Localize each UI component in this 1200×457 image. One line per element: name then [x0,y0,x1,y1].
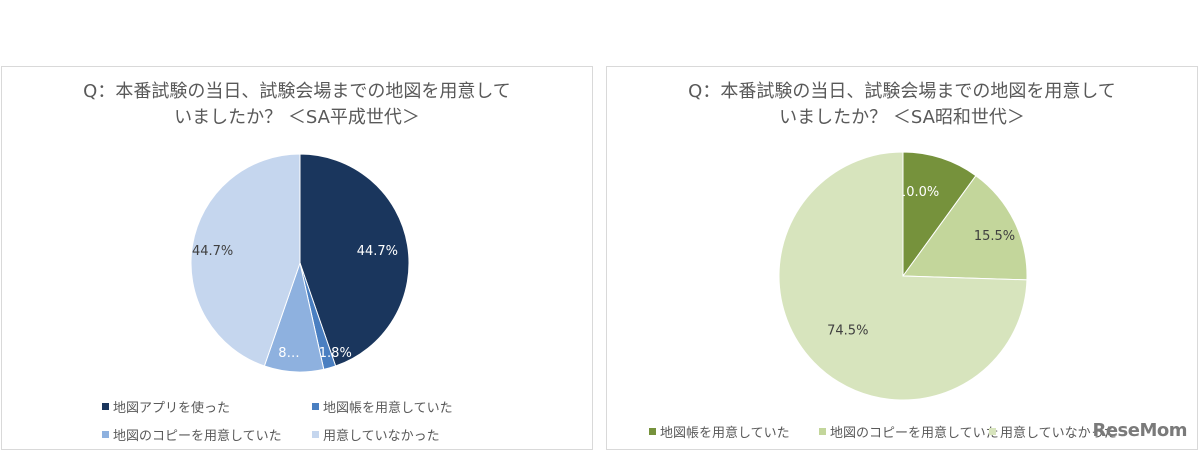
legend-swatch [102,431,109,438]
chart-title-line-2: いましたか？ ＜SA昭和世代＞ [779,107,1025,128]
legend-label: 地図帳を用意していた [323,401,453,416]
data-label: 74.5% [827,324,868,339]
data-label: 8… [278,346,299,361]
chart-title-line-1: Q：本番試験の当日、試験会場までの地図を用意して [688,81,1116,102]
chart-panel-heisei: Q：本番試験の当日、試験会場までの地図を用意して いましたか？ ＜SA平成世代＞… [1,66,593,450]
legend-label: 地図のコピーを用意していた [830,426,999,441]
legend-label: 地図帳を用意していた [660,426,790,441]
legend-item: 地図のコピーを用意していた [819,422,999,441]
data-label: 10.0% [898,185,939,200]
legend-item: 地図のコピーを用意していた [102,425,282,444]
pie-chart-heisei: 44.7% 1.8% 8… 44.7% [190,153,410,373]
legend-swatch [312,431,319,438]
data-label: 44.7% [192,244,233,259]
legend-swatch [819,428,826,435]
pie-slice [778,151,1028,401]
data-label: 15.5% [974,229,1015,244]
legend-label: 地図アプリを使った [113,401,231,416]
legend-swatch [102,403,109,410]
chart-title-line-1: Q：本番試験の当日、試験会場までの地図を用意して [83,81,511,102]
legend-swatch [649,428,656,435]
legend-swatch [312,403,319,410]
legend-item: 用意していなかった [312,425,440,444]
legend-item: 地図帳を用意していた [649,422,790,441]
legend-label: 地図のコピーを用意していた [113,429,282,444]
data-label: 44.7% [357,244,398,259]
legend-item: 地図帳を用意していた [312,397,453,416]
pie-slice [190,153,301,367]
chart-panel-showa: Q：本番試験の当日、試験会場までの地図を用意して いましたか？ ＜SA昭和世代＞… [606,66,1198,450]
legend-swatch [989,428,996,435]
watermark-logo: ReseMom [1092,420,1187,441]
legend-label: 用意していなかった [323,429,440,444]
pie-slice [902,174,1028,281]
pie-slice [299,153,410,367]
data-label: 1.8% [319,346,352,361]
legend-item: 用意していなかった [989,422,1117,441]
legend-label: 用意していなかった [1000,426,1117,441]
chart-title-line-2: いましたか？ ＜SA平成世代＞ [174,107,420,128]
chart-title: Q：本番試験の当日、試験会場までの地図を用意して いましたか？ ＜SA平成世代＞ [2,79,592,131]
pie-chart-showa: 10.0% 15.5% 74.5% [778,151,1028,401]
pie-slice [902,151,977,278]
chart-title: Q：本番試験の当日、試験会場までの地図を用意して いましたか？ ＜SA昭和世代＞ [607,79,1197,131]
legend-item: 地図アプリを使った [102,397,230,416]
